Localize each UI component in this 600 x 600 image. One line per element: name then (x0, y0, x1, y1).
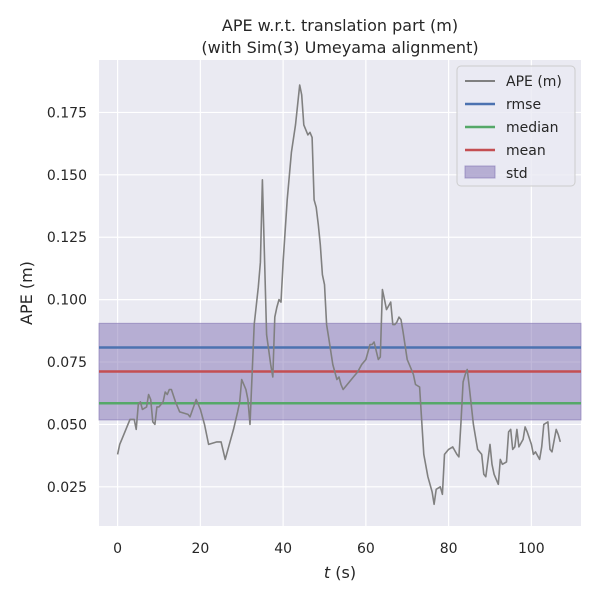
chart-title-line2: (with Sim(3) Umeyama alignment) (201, 38, 478, 57)
x-tick-label: 20 (191, 541, 209, 557)
y-tick-label: 0.050 (47, 417, 87, 433)
legend-label-median: median (506, 120, 558, 136)
stat-lines-layer (99, 346, 581, 405)
x-tick-label: 60 (357, 541, 375, 557)
y-tick-labels: 0.025 0.050 0.075 0.100 0.125 0.150 0.175 (47, 105, 87, 495)
series-layer (116, 84, 562, 506)
y-tick-label: 0.025 (47, 480, 87, 496)
legend-swatch-std (464, 165, 496, 179)
legend: APE (m) rmse median mean std (456, 65, 576, 187)
legend-frame (456, 65, 576, 187)
legend-label-std: std (506, 166, 528, 182)
x-axis-label: t (s) (324, 563, 356, 582)
x-axis-label-unit: (s) (330, 563, 356, 582)
y-tick-label: 0.150 (47, 168, 87, 184)
x-axis-label-var: t (324, 563, 331, 582)
y-tick-label: 0.100 (47, 293, 87, 309)
ape-series-line (116, 84, 562, 506)
x-tick-label: 0 (113, 541, 122, 557)
legend-label-rmse: rmse (506, 97, 541, 113)
x-tick-label: 80 (440, 541, 458, 557)
chart-title-line1: APE w.r.t. translation part (m) (222, 16, 458, 35)
x-tick-label: 100 (518, 541, 545, 557)
x-tick-labels: 0 20 40 60 80 100 (113, 541, 545, 557)
legend-label-mean: mean (506, 143, 546, 159)
y-axis-label: APE (m) (17, 261, 36, 325)
legend-label-ape: APE (m) (506, 74, 562, 90)
x-tick-label: 40 (274, 541, 292, 557)
y-tick-label: 0.175 (47, 105, 87, 121)
y-tick-label: 0.075 (47, 355, 87, 371)
y-tick-label: 0.125 (47, 230, 87, 246)
